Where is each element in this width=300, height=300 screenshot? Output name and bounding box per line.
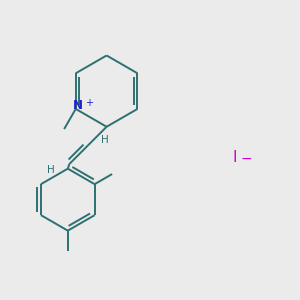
Text: +: + [85, 98, 93, 108]
Text: H: H [47, 165, 55, 175]
Text: −: − [240, 152, 252, 166]
Text: H: H [101, 135, 109, 145]
Text: I: I [233, 150, 238, 165]
Text: N: N [73, 99, 83, 112]
